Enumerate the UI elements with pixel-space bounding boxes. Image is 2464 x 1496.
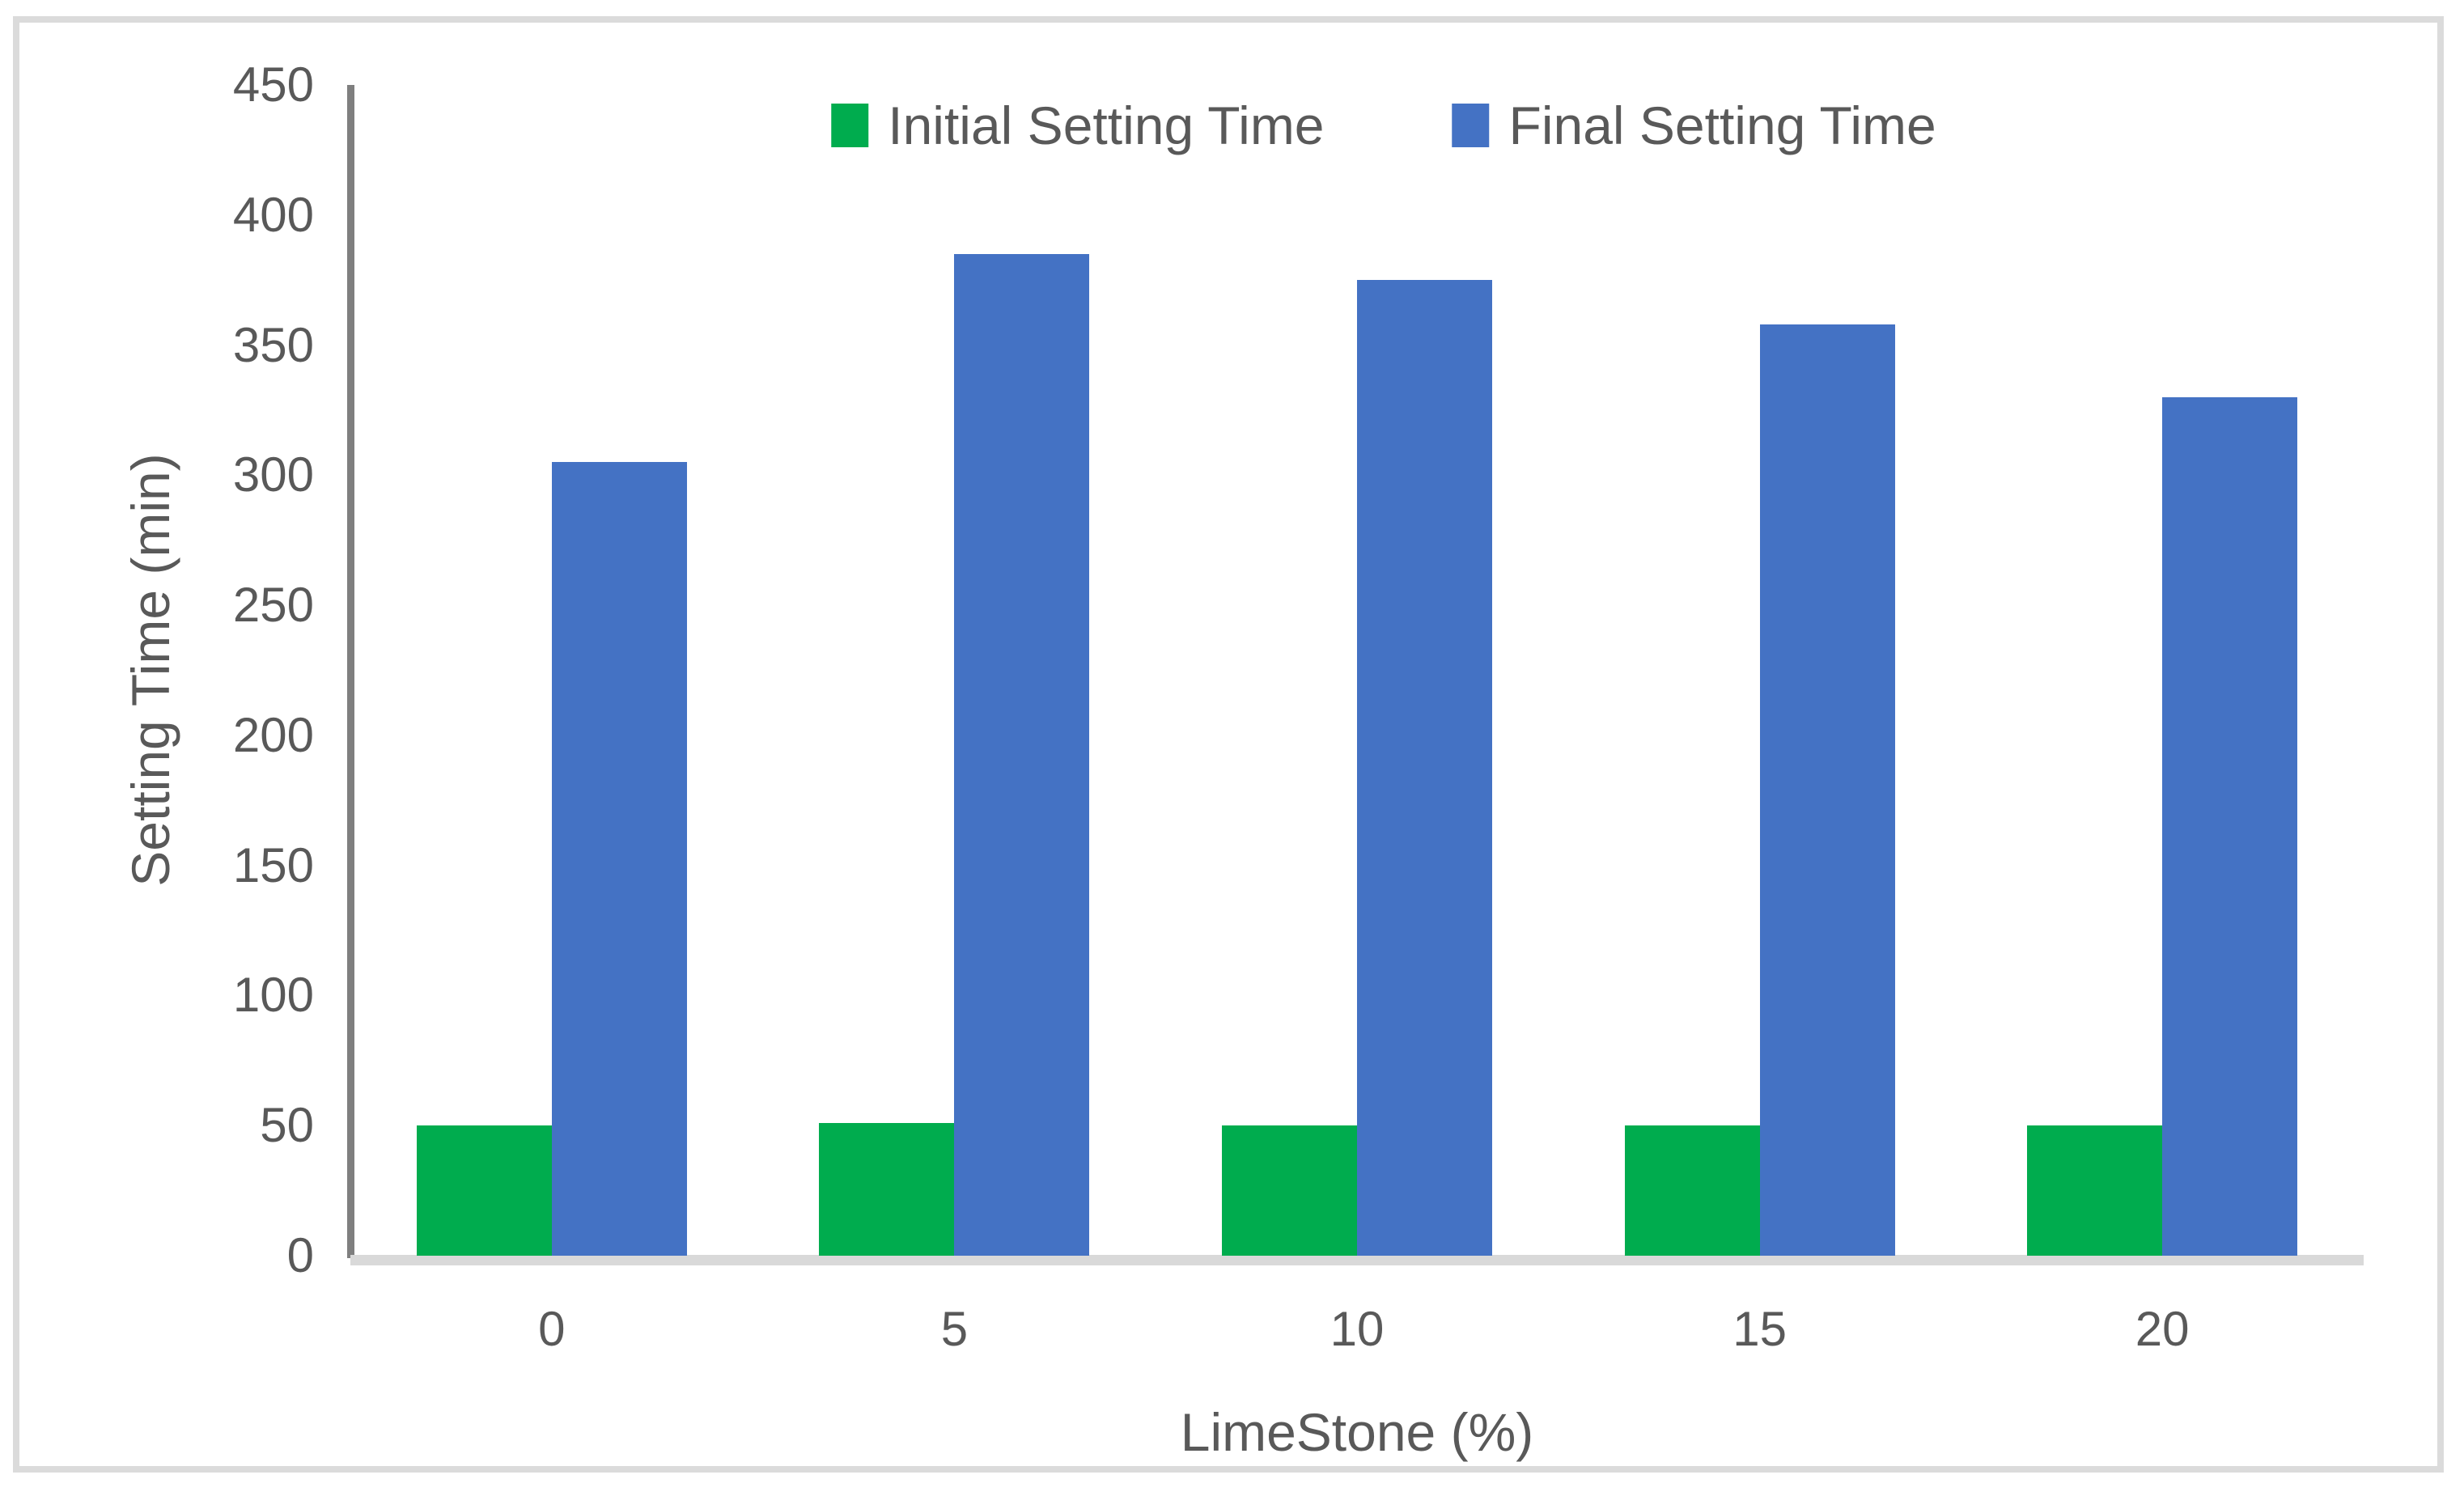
bar-group-20 [1961, 85, 2364, 1256]
legend-label-final: Final Setting Time [1508, 95, 1936, 155]
bar-final-setting-time-10 [1356, 280, 1492, 1256]
y-axis-tick-label: 250 [232, 578, 314, 633]
x-axis-tick-label: 5 [940, 1302, 969, 1356]
y-axis-tick-label: 0 [286, 1228, 314, 1282]
legend-item-final-setting-time: Final Setting Time [1452, 95, 1936, 155]
y-axis-title: Setting Time (min) [121, 453, 180, 887]
y-axis-tick-label: 100 [232, 968, 314, 1023]
y-axis-tick-label: 50 [260, 1098, 314, 1153]
legend-item-initial-setting-time: Initial Setting Time [831, 95, 1325, 155]
bar-group-0 [350, 85, 753, 1256]
bar-initial-setting-time-15 [1624, 1125, 1760, 1256]
bar-final-setting-time-20 [2162, 396, 2298, 1256]
bar-final-setting-time-0 [551, 462, 687, 1256]
y-axis-tick-label: 200 [232, 707, 314, 762]
y-axis-tick-label: 300 [232, 447, 314, 502]
y-axis-tick-label: 150 [232, 837, 314, 892]
legend-swatch-initial-icon [831, 104, 869, 147]
legend: Initial Setting Time Final Setting Time [831, 99, 1936, 152]
bar-final-setting-time-15 [1759, 324, 1895, 1256]
bar-group-15 [1559, 85, 1961, 1256]
x-axis-title: LimeStone (%) [1180, 1402, 1534, 1462]
legend-label-initial: Initial Setting Time [888, 95, 1325, 155]
bar-initial-setting-time-0 [416, 1125, 552, 1256]
x-axis-tick-label: 20 [2135, 1302, 2190, 1356]
bar-group-5 [753, 85, 1156, 1256]
y-axis-tick-label: 450 [232, 57, 314, 112]
bar-initial-setting-time-10 [1221, 1125, 1357, 1256]
y-axis-tick-label: 400 [232, 187, 314, 242]
bar-group-10 [1156, 85, 1559, 1256]
x-axis-tick-label: 10 [1330, 1302, 1385, 1356]
plot-area [350, 85, 2364, 1256]
x-axis-tick-label: 15 [1732, 1302, 1787, 1356]
x-axis-ticks: 0 5 10 15 20 [350, 1305, 2364, 1354]
bar-final-setting-time-5 [954, 254, 1090, 1256]
x-axis-tick-label: 0 [538, 1302, 566, 1356]
bar-initial-setting-time-5 [819, 1123, 955, 1256]
bar-initial-setting-time-20 [2027, 1125, 2163, 1256]
y-axis-tick-label: 350 [232, 317, 314, 372]
legend-swatch-final-icon [1452, 104, 1490, 147]
x-axis-baseline [350, 1255, 2364, 1265]
y-axis-line [347, 85, 354, 1258]
